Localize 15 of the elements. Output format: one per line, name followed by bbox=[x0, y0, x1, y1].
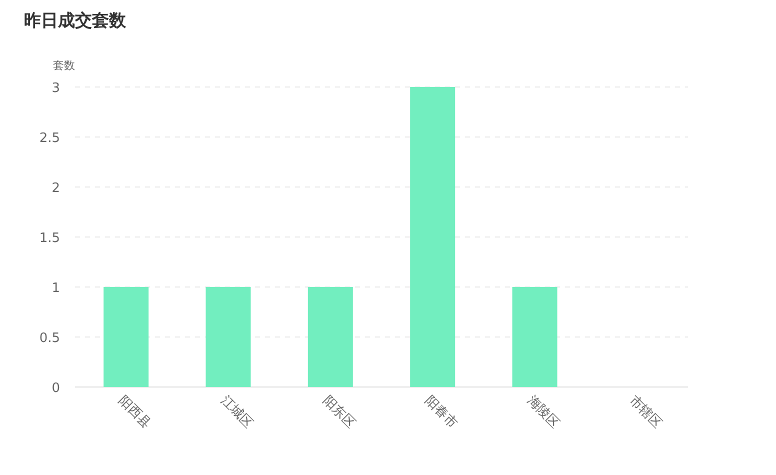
y-tick-label: 2 bbox=[52, 181, 60, 196]
y-tick-label: 1 bbox=[52, 281, 60, 296]
y-tick-label: 1.5 bbox=[39, 231, 60, 246]
chart-title: 昨日成交套数 bbox=[24, 11, 127, 31]
x-tick-label: 阳春市 bbox=[422, 393, 460, 432]
y-tick-label: 0.5 bbox=[39, 331, 60, 346]
x-tick-label: 阳西县 bbox=[115, 393, 154, 432]
x-tick-label: 阳东区 bbox=[320, 393, 358, 432]
y-tick-label: 0 bbox=[52, 381, 60, 396]
y-tick-label: 2.5 bbox=[39, 131, 60, 146]
x-tick-label: 江城区 bbox=[217, 393, 256, 432]
y-tick-label: 3 bbox=[52, 81, 60, 96]
x-tick-label: 海陵区 bbox=[524, 393, 562, 432]
x-tick-label: 市辖区 bbox=[626, 393, 664, 432]
y-axis-title: 套数 bbox=[53, 59, 75, 72]
